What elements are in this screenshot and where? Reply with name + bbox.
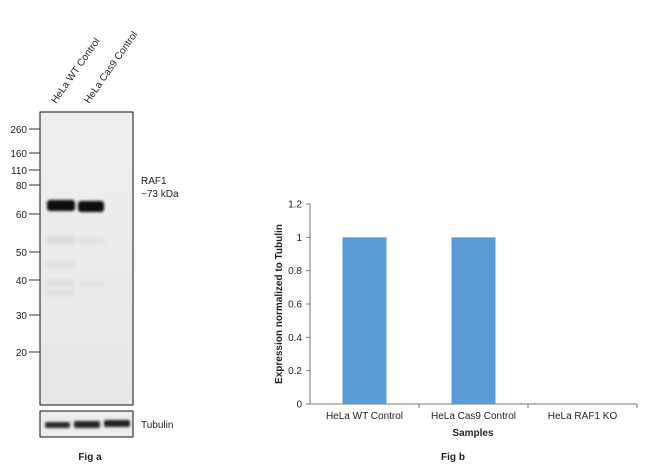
marker-60: 60	[16, 210, 40, 221]
marker-50: 50	[16, 248, 40, 259]
loading-control-label: Tubulin	[141, 420, 173, 431]
x-tick-label: HeLa Cas9 Control	[431, 411, 516, 422]
marker-30: 30	[16, 311, 40, 322]
marker-80: 80	[16, 181, 40, 192]
y-tick-label: 0.2	[288, 366, 302, 377]
fig-a-caption: Fig a	[78, 452, 102, 463]
svg-text:160: 160	[10, 149, 27, 160]
bar	[342, 237, 387, 404]
y-tick-label: 0.4	[288, 333, 302, 344]
background-bands	[46, 236, 104, 296]
y-axis-label: Expression normalized to Tubulin	[274, 224, 285, 384]
y-ticks: 0 0.2 0.4 0.6 0.8 1 1.2	[288, 200, 310, 411]
marker-20: 20	[16, 348, 40, 359]
raf1-band-cas9	[78, 201, 104, 212]
svg-text:60: 60	[16, 210, 28, 221]
main-blot	[39, 111, 134, 406]
x-ticks: HeLa WT Control HeLa Cas9 Control HeLa RAF…	[326, 404, 638, 422]
y-tick-label: 1.2	[288, 200, 302, 211]
marker-40: 40	[16, 276, 40, 287]
marker-260: 260	[10, 125, 40, 136]
svg-text:30: 30	[16, 311, 28, 322]
bars	[342, 237, 496, 404]
svg-text:20: 20	[16, 348, 28, 359]
raf1-bands	[47, 200, 104, 212]
x-axis-label: Samples	[452, 428, 494, 439]
y-tick-label: 0.8	[288, 266, 302, 277]
marker-ladder: 260 160 110 80 60 50	[10, 125, 40, 359]
y-tick-label: 0	[296, 400, 302, 411]
svg-text:110: 110	[11, 166, 27, 177]
fig-b-caption: Fig b	[441, 452, 465, 463]
svg-text:80: 80	[16, 181, 28, 192]
bar	[451, 237, 496, 404]
marker-160: 160	[10, 149, 40, 160]
svg-text:50: 50	[16, 248, 28, 259]
target-size: ~73 kDa	[141, 189, 179, 200]
x-tick-label: HeLa WT Control	[326, 411, 403, 422]
western-blot-panel: HeLa WT Control HeLa Cas9 Control 260 16…	[10, 30, 179, 463]
tubulin-bands	[45, 420, 130, 428]
bar-chart: 0 0.2 0.4 0.6 0.8 1 1.2 HeLa WT Control HeLa Ca…	[274, 200, 638, 463]
y-tick-label: 0.6	[288, 300, 302, 311]
y-tick-label: 1	[296, 233, 302, 244]
svg-text:260: 260	[10, 125, 27, 136]
raf1-band-wt	[47, 200, 75, 211]
svg-text:40: 40	[16, 276, 28, 287]
x-tick-label: HeLa RAF1 KO	[548, 411, 618, 422]
marker-110: 110	[11, 166, 40, 177]
target-name: RAF1	[141, 176, 167, 187]
